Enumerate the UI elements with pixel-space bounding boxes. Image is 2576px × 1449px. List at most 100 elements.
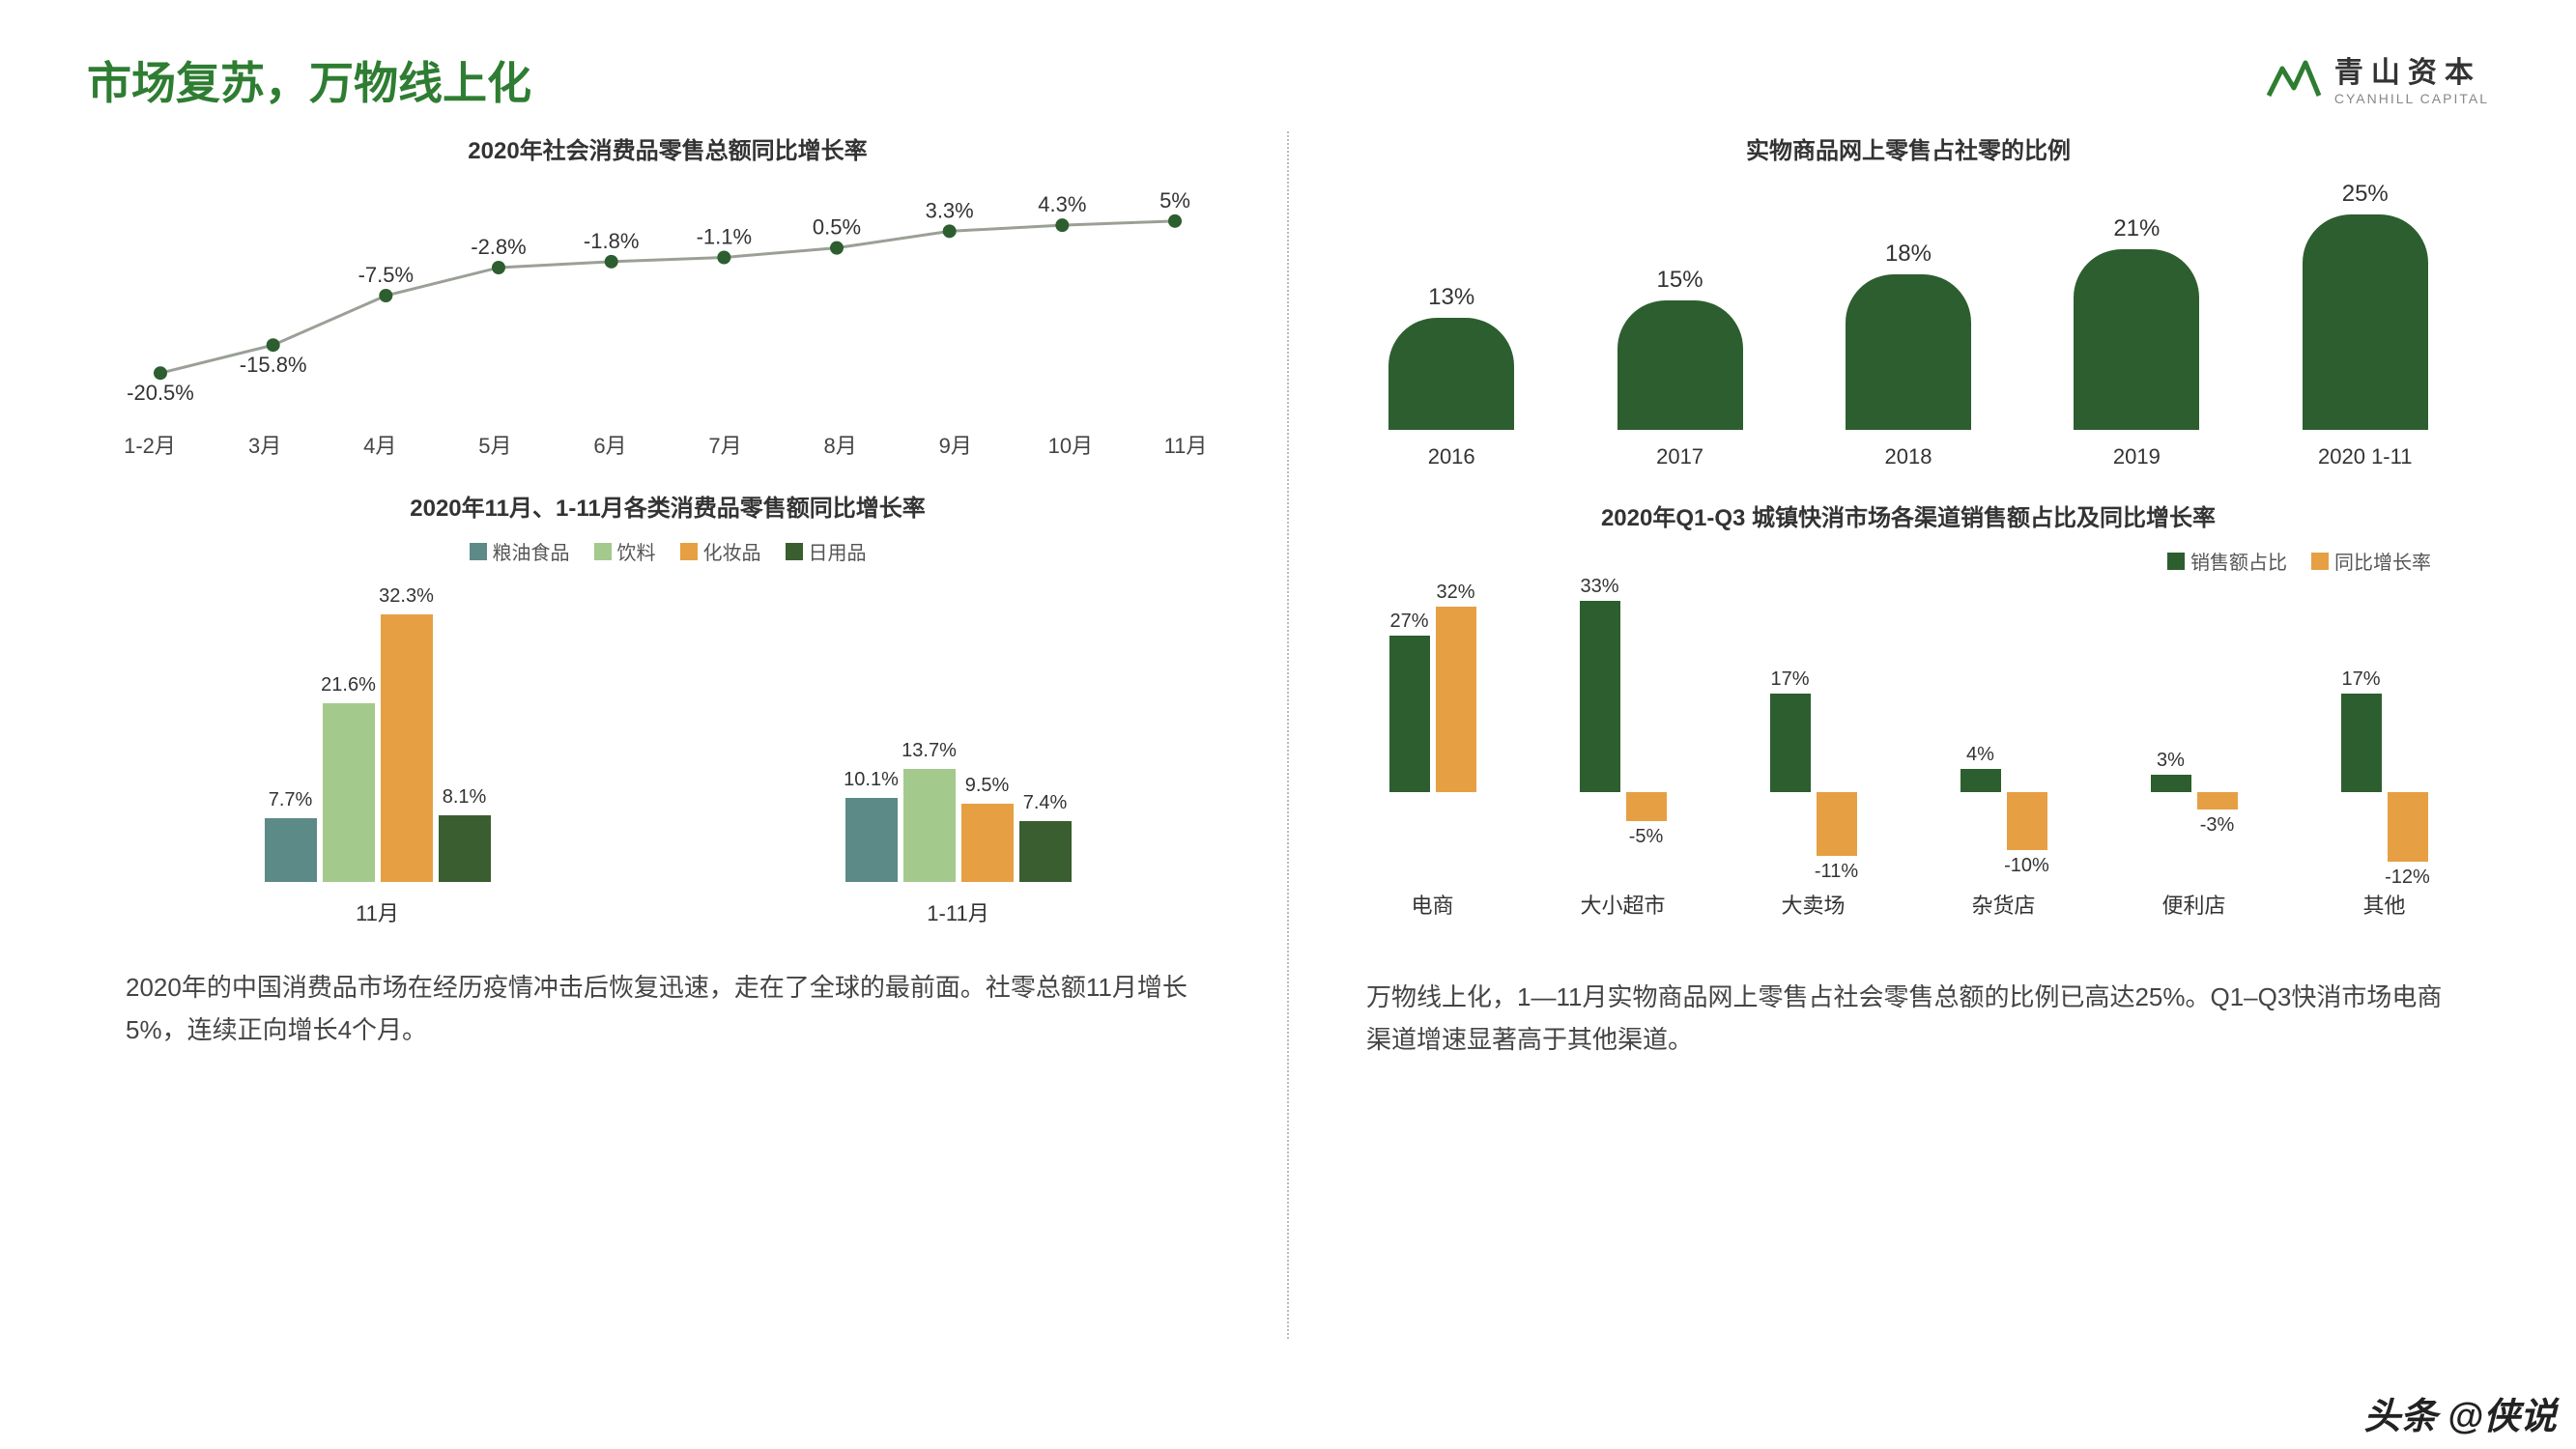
legend-item: 日用品 [786,537,867,565]
svg-text:-1.8%: -1.8% [584,229,639,253]
chart-retail-growth-line: 2020年社会消费品零售总额同比增长率 -20.5% -15.8% -7.5% -2.… [87,131,1248,460]
bar: 9.5% [961,804,1014,882]
svg-text:-7.5%: -7.5% [358,263,414,287]
chart1-x-label: 7月 [682,429,769,460]
chart2-legend: 粮油食品饮料化妆品日用品 [87,537,1248,565]
growth-bar: 32% [1436,607,1476,792]
chart1-x-label: 5月 [451,429,538,460]
share-bar: 17% [1770,694,1811,792]
chart4-title: 2020年Q1-Q3 城镇快消市场各渠道销售额占比及同比增长率 [1328,498,2489,532]
growth-bar: -3% [2197,792,2238,810]
rbar-group: 18% 2018 [1846,274,1971,469]
bar: 7.7% [265,818,317,882]
growth-bar: -10% [2007,792,2047,850]
svg-text:4.3%: 4.3% [1038,192,1086,216]
bar-group: 7.7%21.6%32.3%8.1% 11月 [87,573,668,927]
rbar-group: 21%2019 [2074,249,2199,470]
chart-channel-bars: 2020年Q1-Q3 城镇快消市场各渠道销售额占比及同比增长率 销售额占比同比增… [1328,498,2489,937]
chart1-x-label: 4月 [336,429,423,460]
svg-text:0.5%: 0.5% [813,215,861,240]
rbar-group: 25% 2020 1-11 [2303,214,2428,469]
svg-text:-15.8%: -15.8% [240,353,307,377]
column-divider [1287,131,1289,1339]
chart4-x-label: 电商 [1411,889,1453,920]
share-bar: 4% [1961,769,2001,792]
chart4-group: 3% -3% 便利店 [2099,589,2289,937]
left-body-text: 2020年的中国消费品市场在经历疫情冲击后恢复迅速，走在了全球的最前面。社零总额… [87,956,1248,1061]
chart1-x-label: 9月 [912,429,999,460]
growth-bar: -11% [1817,792,1857,856]
rounded-bar: 18% [1846,274,1971,430]
rounded-bar: 15% [1617,300,1743,430]
chart4-x-label: 其他 [2362,889,2405,920]
share-bar: 33% [1580,601,1620,792]
logo-cn: 青山资本 [2334,48,2489,91]
bar-x-label: 1-11月 [927,896,988,927]
bar-x-label: 11月 [356,896,399,927]
svg-text:-1.1%: -1.1% [697,225,752,249]
chart2-area: 7.7%21.6%32.3%8.1% 11月 10.1%13.7%9.5%7.4% 1… [87,580,1248,927]
logo-en: CYANHILL CAPITAL [2334,91,2489,106]
chart-category-growth-bars: 2020年11月、1-11月各类消费品零售额同比增长率 粮油食品饮料化妆品日用品… [87,489,1248,927]
svg-text:3.3%: 3.3% [926,198,974,222]
chart1-title: 2020年社会消费品零售总额同比增长率 [87,131,1248,165]
growth-bar: -5% [1626,792,1667,821]
right-column: 实物商品网上零售占社零的比例 13% 2016 15% 2017 18% 2018 21%2… [1328,131,2489,1339]
chart-online-share-bars: 实物商品网上零售占社零的比例 13% 2016 15% 2017 18% 2018 21%2… [1328,131,2489,469]
bar: 32.3% [381,614,433,882]
source-tag: 头条 @侠说 [2363,1386,2557,1439]
left-column: 2020年社会消费品零售总额同比增长率 -20.5% -15.8% -7.5% -2.… [87,131,1248,1339]
chart1-x-label: 10月 [1027,429,1114,460]
rbar-group: 15% 2017 [1617,300,1743,469]
chart4-group: 17%-12% 其他 [2289,589,2479,937]
chart4-group: 27%32% 电商 [1337,589,1528,937]
chart4-x-label: 大小超市 [1580,889,1665,920]
growth-bar: -12% [2388,792,2428,862]
rbar-x-label: 2020 1-11 [2318,444,2412,469]
legend-item: 化妆品 [680,537,761,565]
svg-text:-20.5%: -20.5% [127,381,194,405]
chart3-title: 实物商品网上零售占社零的比例 [1328,131,2489,165]
rbar-x-label: 2018 [1884,444,1932,469]
chart1-x-label: 6月 [566,429,653,460]
chart1-x-label: 11月 [1142,429,1229,460]
chart1-x-label: 3月 [221,429,308,460]
chart4-group: 4% -10% 杂货店 [1908,589,2099,937]
chart4-x-label: 便利店 [2161,889,2225,920]
bar: 7.4% [1019,821,1072,882]
bar: 21.6% [323,703,375,882]
chart1-svg: -20.5% -15.8% -7.5% -2.8% -1.8% -1.1% 0.5% 3.3%… [87,180,1248,412]
right-body-text: 万物线上化，1—11月实物商品网上零售占社会零售总额的比例已高达25%。Q1–Q… [1328,966,2489,1070]
rounded-bar: 13% [1388,318,1514,430]
rbar-x-label: 2019 [2113,444,2161,469]
legend-item: 同比增长率 [2311,547,2431,575]
chart4-x-label: 杂货店 [1971,889,2035,920]
legend-item: 粮油食品 [470,537,570,565]
chart3-area: 13% 2016 15% 2017 18% 2018 21%2019 25% 2020 1-11 [1328,180,2489,469]
chart4-group: 33%-5% 大小超市 [1528,589,1718,937]
bar: 13.7% [903,769,956,882]
legend-item: 饮料 [594,537,656,565]
svg-text:5%: 5% [1159,188,1190,213]
chart1-x-label: 8月 [797,429,884,460]
rbar-x-label: 2016 [1428,444,1475,469]
chart4-x-label: 大卖场 [1781,889,1845,920]
share-bar: 17% [2341,694,2382,792]
mountain-icon [2265,55,2323,99]
chart1-x-label: 1-2月 [106,429,193,460]
chart4-legend: 销售额占比同比增长率 [1328,547,2489,575]
chart4-group: 17%-11% 大卖场 [1718,589,1908,937]
bar: 8.1% [439,815,491,882]
page-title: 市场复苏，万物线上化 [87,48,531,112]
bar-group: 10.1%13.7%9.5%7.4% 1-11月 [668,573,1248,927]
chart4-area: 27%32%电商33%-5%大小超市17%-11%大卖场4%-10%杂货店3%-… [1328,589,2489,937]
rounded-bar: 25% [2303,214,2428,430]
rbar-x-label: 2017 [1656,444,1703,469]
bar: 10.1% [845,798,898,882]
share-bar: 27% [1389,636,1430,792]
svg-text:-2.8%: -2.8% [471,235,526,259]
rbar-group: 13% 2016 [1388,318,1514,469]
chart2-title: 2020年11月、1-11月各类消费品零售额同比增长率 [87,489,1248,523]
share-bar: 3% [2151,775,2191,792]
legend-item: 销售额占比 [2167,547,2287,575]
